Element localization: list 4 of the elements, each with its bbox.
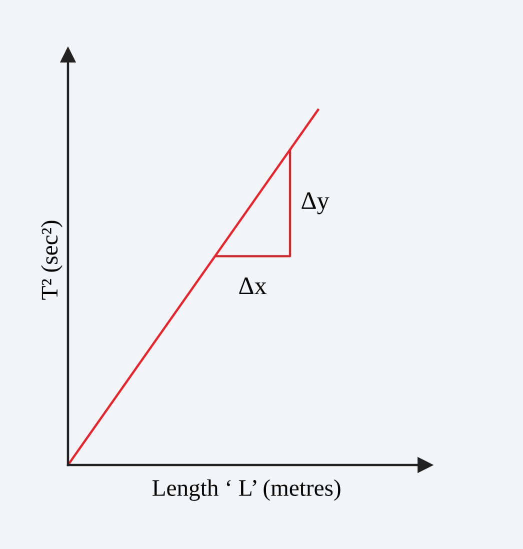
y-axis-title: T² (sec²) [41, 220, 62, 300]
annotation: Δy [302, 192, 330, 214]
x-axis-title: Length ‘ L’ (metres) [152, 479, 340, 501]
annotation: Δx [239, 278, 267, 294]
